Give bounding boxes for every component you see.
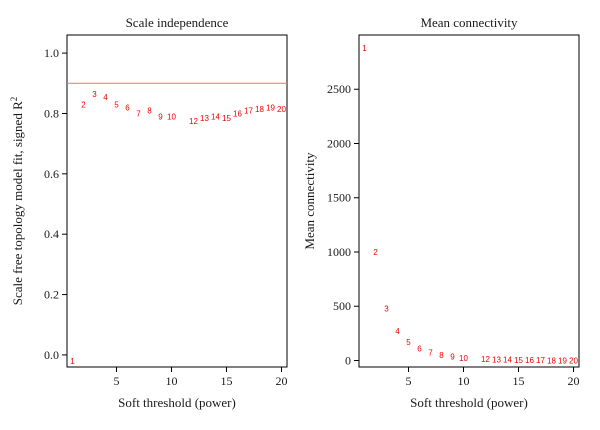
y-axis-label: Scale free topology model fit, signed R2 xyxy=(9,97,25,305)
y-tick-label: 500 xyxy=(333,299,351,313)
data-point-label: 7 xyxy=(428,348,433,357)
y-tick-label: 1500 xyxy=(327,191,351,205)
y-tick-label: 0.4 xyxy=(44,227,59,241)
data-point-label: 3 xyxy=(384,304,389,313)
data-point-label: 4 xyxy=(103,93,108,102)
plot-frame xyxy=(66,34,288,368)
data-point-label: 4 xyxy=(395,327,400,336)
data-point-label: 13 xyxy=(200,114,209,123)
y-axis-label-text: Mean connectivity xyxy=(302,152,317,250)
data-point-label: 12 xyxy=(189,117,198,126)
data-point-label: 20 xyxy=(569,356,578,365)
data-point-label: 14 xyxy=(211,112,220,121)
x-axis-label: Soft threshold (power) xyxy=(410,395,528,410)
x-tick-label: 20 xyxy=(568,374,580,388)
x-tick-label: 20 xyxy=(276,374,288,388)
y-tick-label: 2500 xyxy=(327,82,351,96)
data-point-label: 5 xyxy=(406,338,411,347)
data-point-label: 2 xyxy=(373,248,378,257)
y-axis-label-superscript: 2 xyxy=(9,97,19,102)
data-point-label: 12 xyxy=(481,355,490,364)
data-point-label: 2 xyxy=(81,100,86,109)
data-point-label: 1 xyxy=(362,44,367,53)
data-point-label: 5 xyxy=(114,100,119,109)
y-tick-label: 1000 xyxy=(327,245,351,259)
y-axis-label-text: Scale free topology model fit, signed R xyxy=(10,101,25,305)
data-point-label: 15 xyxy=(514,356,523,365)
data-point-label: 19 xyxy=(266,103,275,112)
chart-title: Scale independence xyxy=(126,15,229,30)
data-point-label: 15 xyxy=(222,114,231,123)
y-tick-label: 1.0 xyxy=(44,46,59,60)
x-axis-label: Soft threshold (power) xyxy=(118,395,236,410)
data-point-label: 1 xyxy=(70,357,75,366)
data-point-label: 18 xyxy=(255,105,264,114)
data-point-label: 18 xyxy=(547,356,556,365)
x-tick-label: 10 xyxy=(166,374,178,388)
data-point-label: 9 xyxy=(158,112,163,121)
data-point-label: 14 xyxy=(503,356,512,365)
data-point-label: 8 xyxy=(439,351,444,360)
data-point-label: 17 xyxy=(244,106,253,115)
data-point-label: 8 xyxy=(147,106,152,115)
chart-title: Mean connectivity xyxy=(420,15,518,30)
data-point-label: 10 xyxy=(167,112,176,121)
y-tick-label: 0.6 xyxy=(44,167,59,181)
y-tick-label: 0 xyxy=(345,353,351,367)
x-tick-label: 15 xyxy=(221,374,233,388)
x-tick-label: 5 xyxy=(406,374,412,388)
data-point-label: 7 xyxy=(136,109,141,118)
x-tick-label: 15 xyxy=(513,374,525,388)
y-axis-label: Mean connectivity xyxy=(302,152,317,250)
data-point-label: 10 xyxy=(459,354,468,363)
data-point-label: 3 xyxy=(92,90,97,99)
data-point-label: 20 xyxy=(277,105,286,114)
data-point-label: 13 xyxy=(492,356,501,365)
data-point-label: 6 xyxy=(125,103,130,112)
data-point-label: 19 xyxy=(558,356,567,365)
x-tick-label: 10 xyxy=(458,374,470,388)
y-tick-label: 0.2 xyxy=(44,288,59,302)
data-point-label: 17 xyxy=(536,356,545,365)
data-point-label: 6 xyxy=(417,345,422,354)
y-tick-label: 0.0 xyxy=(44,348,59,362)
plot-frame xyxy=(358,34,580,368)
y-tick-label: 2000 xyxy=(327,136,351,150)
data-point-label: 16 xyxy=(233,109,242,118)
data-point-label: 16 xyxy=(525,356,534,365)
y-tick-label: 0.8 xyxy=(44,106,59,120)
x-tick-label: 5 xyxy=(114,374,120,388)
data-point-label: 9 xyxy=(450,353,455,362)
